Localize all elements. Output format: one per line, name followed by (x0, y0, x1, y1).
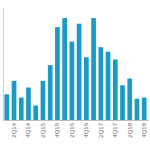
bar (62, 18, 67, 120)
plot: 2Q14 4Q14 2Q15 4Q15 2Q16 4Q16 2Q17 4Q17 2Q18 4Q18 (4, 9, 149, 138)
bar (70, 42, 75, 120)
bar (91, 18, 96, 120)
x-tick-label: 2Q17 (98, 122, 104, 137)
bar (19, 98, 24, 120)
x-tick: 2Q17 (98, 120, 104, 138)
x-tick-label: 4Q16 (83, 122, 89, 137)
x-tick: 2Q16 (69, 120, 75, 138)
bar (106, 52, 111, 120)
x-tick: 4Q17 (112, 120, 118, 138)
bar (127, 79, 132, 120)
x-tick: 4Q16 (83, 120, 89, 138)
chart: 2Q14 4Q14 2Q15 4Q15 2Q16 4Q16 2Q17 4Q17 2Q18 4Q18 (0, 0, 150, 150)
y-axis-line (3, 9, 4, 121)
bar (120, 85, 125, 120)
x-tick-label: 4Q15 (54, 122, 60, 137)
bar (84, 57, 89, 120)
x-tick: 4Q18 (141, 120, 147, 138)
x-axis-line (4, 120, 149, 121)
y-axis (3, 9, 4, 121)
x-tick-label: 2Q16 (69, 122, 75, 137)
x-tick-label: 4Q14 (25, 122, 31, 137)
bar (41, 81, 46, 120)
bars (4, 18, 146, 120)
bar (142, 98, 147, 120)
x-axis: 2Q14 4Q14 2Q15 4Q15 2Q16 4Q16 2Q17 4Q17 2Q18 4Q18 (4, 120, 149, 138)
x-tick: 2Q15 (40, 120, 46, 138)
bar (55, 27, 60, 120)
bar (113, 60, 118, 120)
x-tick-label: 4Q18 (141, 122, 147, 137)
bar (26, 88, 31, 120)
bar (4, 94, 9, 120)
x-tick: 4Q15 (54, 120, 60, 138)
bar (12, 81, 17, 120)
x-tick: 2Q18 (127, 120, 133, 138)
x-tick-label: 2Q14 (11, 122, 17, 137)
x-tick-label: 2Q18 (127, 122, 133, 137)
x-tick-label: 2Q15 (40, 122, 46, 137)
bar (135, 99, 140, 120)
x-tick: 2Q14 (11, 120, 17, 138)
x-tick: 4Q14 (25, 120, 31, 138)
bar (48, 65, 53, 120)
bar (77, 24, 82, 120)
bar (98, 47, 103, 120)
x-tick-label: 4Q17 (112, 122, 118, 137)
bar (33, 105, 38, 120)
